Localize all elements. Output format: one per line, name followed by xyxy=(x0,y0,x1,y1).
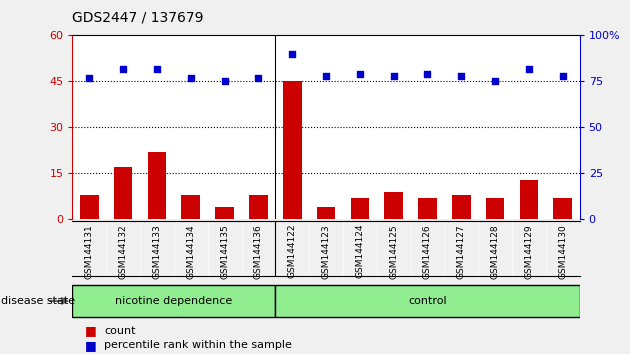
Text: GSM144126: GSM144126 xyxy=(423,224,432,279)
Point xyxy=(118,66,129,72)
Bar xyxy=(283,81,302,219)
Text: GSM144125: GSM144125 xyxy=(389,224,398,279)
Text: GSM144135: GSM144135 xyxy=(220,224,229,279)
Point xyxy=(321,73,331,79)
Text: ■: ■ xyxy=(85,339,97,352)
Point xyxy=(287,51,297,57)
Text: GSM144131: GSM144131 xyxy=(85,224,94,279)
Bar xyxy=(215,207,234,219)
Point xyxy=(355,71,365,77)
Text: disease state: disease state xyxy=(1,296,76,306)
Point xyxy=(186,75,196,81)
Bar xyxy=(384,192,403,219)
Text: ■: ■ xyxy=(85,325,97,337)
Text: GSM144136: GSM144136 xyxy=(254,224,263,279)
Text: nicotine dependence: nicotine dependence xyxy=(115,296,232,306)
Text: GSM144129: GSM144129 xyxy=(524,224,534,279)
Point xyxy=(558,73,568,79)
FancyBboxPatch shape xyxy=(275,285,580,317)
Bar xyxy=(249,195,268,219)
Point xyxy=(220,79,230,84)
Point xyxy=(84,75,94,81)
Text: GSM144134: GSM144134 xyxy=(186,224,195,279)
Bar xyxy=(486,198,505,219)
Text: GSM144122: GSM144122 xyxy=(288,224,297,279)
Bar xyxy=(80,195,99,219)
Point xyxy=(456,73,466,79)
Bar xyxy=(114,167,132,219)
Bar xyxy=(147,152,166,219)
Text: GSM144130: GSM144130 xyxy=(558,224,567,279)
Text: percentile rank within the sample: percentile rank within the sample xyxy=(104,340,292,350)
Point xyxy=(423,71,433,77)
Text: GSM144124: GSM144124 xyxy=(355,224,364,279)
Text: GSM144133: GSM144133 xyxy=(152,224,161,279)
Point xyxy=(389,73,399,79)
Text: GSM144132: GSM144132 xyxy=(118,224,128,279)
Bar xyxy=(520,179,538,219)
Text: GSM144128: GSM144128 xyxy=(491,224,500,279)
Text: GSM144123: GSM144123 xyxy=(321,224,331,279)
Text: control: control xyxy=(408,296,447,306)
Bar xyxy=(452,195,471,219)
Point xyxy=(152,66,162,72)
Point xyxy=(490,79,500,84)
Bar xyxy=(418,198,437,219)
Bar xyxy=(181,195,200,219)
Text: GSM144127: GSM144127 xyxy=(457,224,466,279)
Text: count: count xyxy=(104,326,135,336)
FancyBboxPatch shape xyxy=(72,285,275,317)
Bar xyxy=(553,198,572,219)
Point xyxy=(253,75,263,81)
Bar xyxy=(317,207,335,219)
Text: GDS2447 / 137679: GDS2447 / 137679 xyxy=(72,11,204,25)
Point xyxy=(524,66,534,72)
Bar xyxy=(350,198,369,219)
